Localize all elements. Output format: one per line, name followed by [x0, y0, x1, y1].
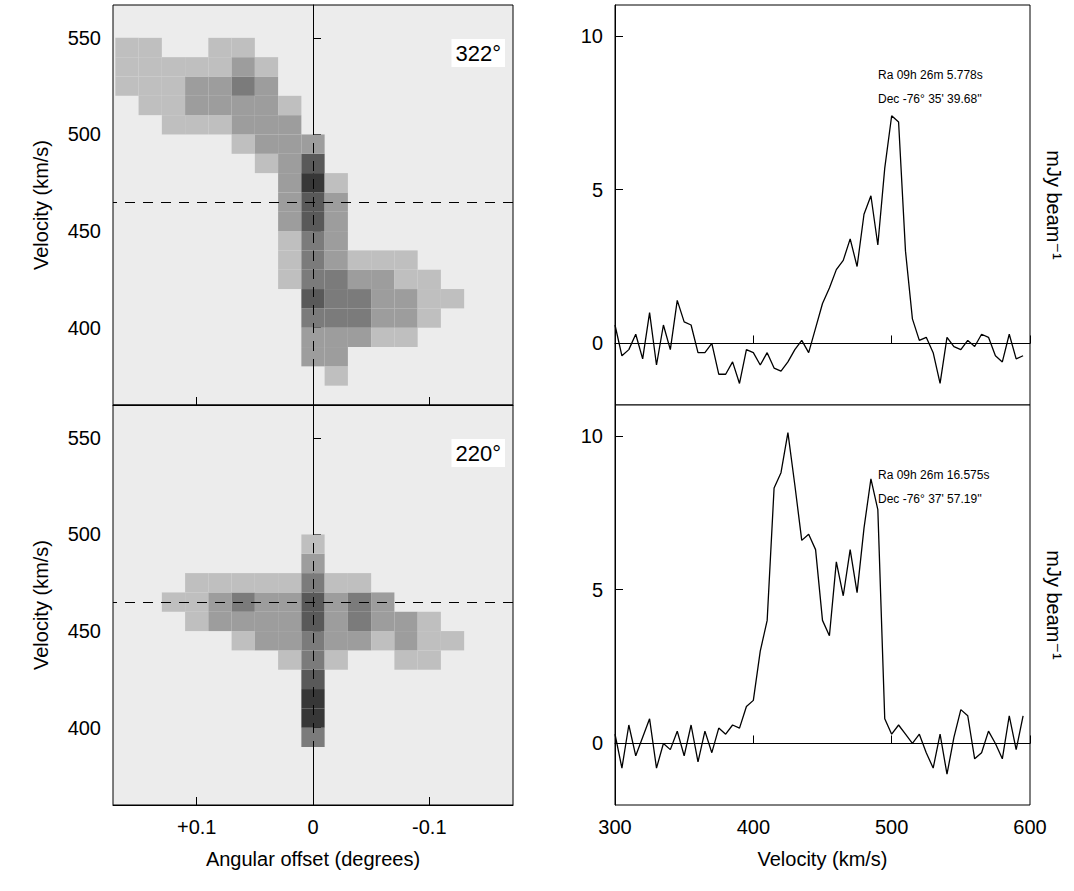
svg-text:0: 0 — [592, 732, 603, 754]
svg-text:400: 400 — [737, 816, 770, 838]
svg-text:mJy beam⁻¹: mJy beam⁻¹ — [1043, 150, 1065, 260]
svg-text:+0.1: +0.1 — [177, 816, 216, 838]
svg-text:450: 450 — [68, 620, 101, 642]
svg-text:5: 5 — [592, 179, 603, 201]
svg-text:220°: 220° — [455, 441, 501, 466]
svg-text:Velocity (km/s): Velocity (km/s) — [30, 540, 52, 670]
svg-text:10: 10 — [581, 425, 603, 447]
svg-text:322°: 322° — [455, 41, 501, 66]
svg-text:5: 5 — [592, 579, 603, 601]
svg-text:500: 500 — [68, 123, 101, 145]
svg-text:10: 10 — [581, 25, 603, 47]
svg-text:300: 300 — [598, 816, 631, 838]
svg-text:500: 500 — [875, 816, 908, 838]
svg-text:Dec -76° 35' 39.68'': Dec -76° 35' 39.68'' — [878, 92, 982, 106]
svg-text:Velocity (km/s): Velocity (km/s) — [757, 848, 887, 870]
svg-text:500: 500 — [68, 523, 101, 545]
svg-text:Velocity (km/s): Velocity (km/s) — [30, 140, 52, 270]
svg-text:mJy beam⁻¹: mJy beam⁻¹ — [1043, 550, 1065, 660]
svg-text:550: 550 — [68, 427, 101, 449]
svg-text:Angular offset (degrees): Angular offset (degrees) — [206, 848, 420, 870]
svg-text:Ra 09h 26m 16.575s: Ra 09h 26m 16.575s — [878, 468, 989, 482]
svg-text:450: 450 — [68, 220, 101, 242]
svg-text:Dec -76° 37' 57.19'': Dec -76° 37' 57.19'' — [878, 492, 982, 506]
svg-text:550: 550 — [68, 27, 101, 49]
svg-text:400: 400 — [68, 317, 101, 339]
svg-text:-0.1: -0.1 — [412, 816, 446, 838]
svg-text:0: 0 — [307, 816, 318, 838]
svg-text:Ra 09h 26m 5.778s: Ra 09h 26m 5.778s — [878, 68, 983, 82]
svg-text:600: 600 — [1013, 816, 1046, 838]
svg-text:400: 400 — [68, 717, 101, 739]
svg-text:0: 0 — [592, 332, 603, 354]
